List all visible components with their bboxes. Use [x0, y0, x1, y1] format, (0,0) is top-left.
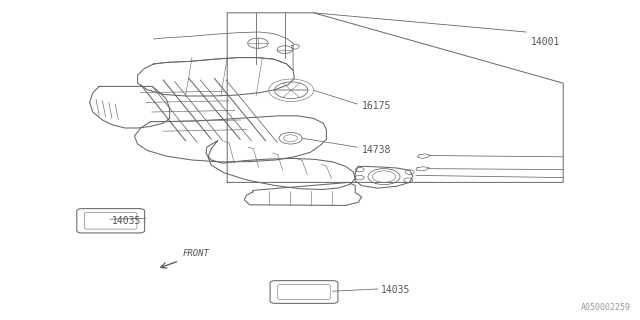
Text: 14001: 14001: [531, 36, 561, 47]
Text: A050002259: A050002259: [580, 303, 630, 312]
Text: 14035: 14035: [381, 284, 410, 295]
Text: 16175: 16175: [362, 100, 391, 111]
Text: 14035: 14035: [112, 216, 141, 226]
Text: 14738: 14738: [362, 145, 391, 156]
Text: FRONT: FRONT: [182, 249, 209, 258]
